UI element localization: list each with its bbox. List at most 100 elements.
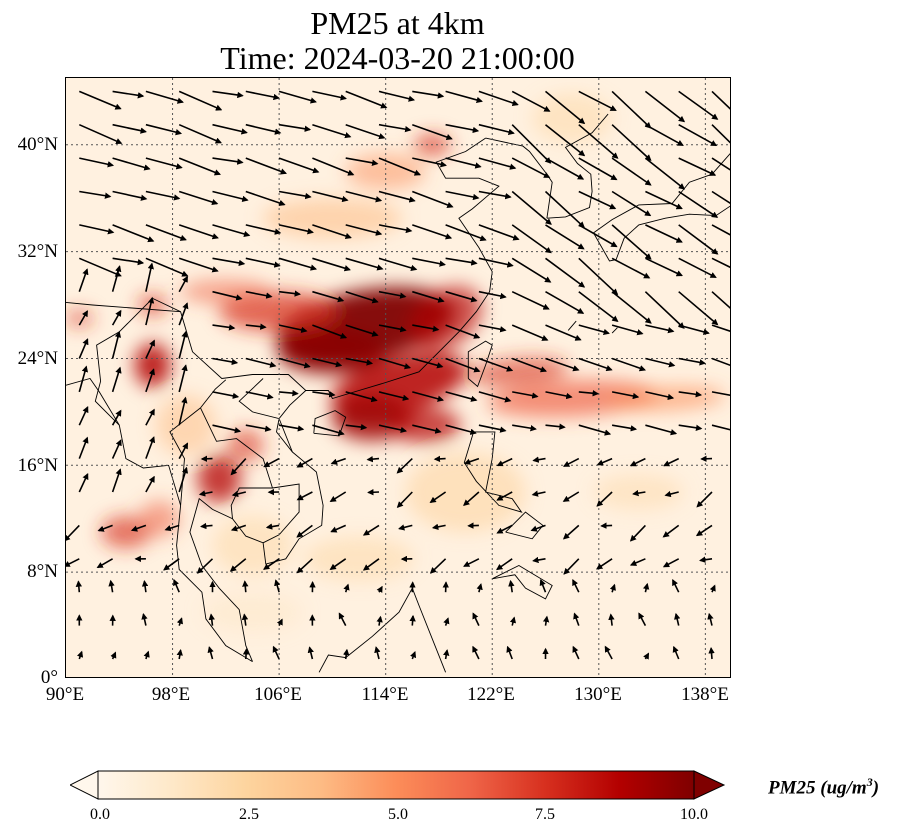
wind-vector	[632, 489, 646, 497]
wind-vector	[496, 457, 513, 467]
wind-vector	[307, 646, 314, 660]
wind-vector	[629, 524, 646, 542]
wind-vector	[645, 357, 676, 368]
wind-vector	[75, 580, 83, 593]
pm25-blob	[212, 515, 293, 576]
pm25-blob	[345, 153, 426, 190]
wind-vector	[412, 324, 440, 332]
wind-vector	[645, 391, 675, 401]
wind-vector	[678, 324, 710, 335]
colorbar-tick-label: 2.5	[239, 806, 259, 823]
lon-tick-label: 106°E	[254, 684, 302, 705]
wind-vector	[312, 324, 348, 339]
wind-vector	[231, 490, 246, 498]
wind-vector	[708, 647, 715, 660]
wind-vector	[378, 190, 416, 203]
coastline-border	[262, 483, 300, 544]
wind-vector	[542, 615, 550, 626]
wind-vector	[278, 357, 311, 369]
wind-vector	[562, 491, 580, 502]
wind-vector	[711, 190, 730, 204]
wind-vector	[398, 524, 413, 531]
wind-vector	[198, 490, 213, 497]
colorbar-tick-label: 10.0	[680, 806, 708, 823]
wind-vector	[296, 491, 313, 501]
wind-vector	[711, 391, 730, 397]
wind-vector	[463, 558, 480, 567]
wind-vector	[672, 578, 680, 593]
wind-vector	[645, 190, 683, 210]
wind-vector	[512, 391, 539, 399]
wind-vector	[378, 391, 410, 401]
wind-vector	[445, 123, 480, 134]
wind-vector	[230, 524, 247, 532]
wind-vector	[511, 157, 551, 179]
wind-vector	[178, 224, 219, 240]
wind-vector	[611, 90, 652, 129]
wind-vector	[245, 90, 280, 101]
wind-vector	[604, 645, 613, 660]
wind-vector	[329, 558, 347, 571]
wind-vector	[278, 324, 308, 334]
wind-vector	[611, 424, 638, 432]
wind-vector	[245, 323, 267, 330]
wind-vector	[476, 583, 483, 593]
wind-vector	[378, 424, 408, 434]
wind-vector	[178, 396, 188, 426]
wind-vector	[445, 424, 477, 435]
wind-vector	[572, 645, 580, 660]
wind-vector	[412, 224, 453, 240]
wind-vector	[330, 457, 346, 465]
wind-vector	[378, 157, 421, 176]
wind-vector	[611, 324, 644, 336]
wind-vector	[672, 645, 680, 660]
wind-vector	[412, 157, 447, 168]
wind-vector	[578, 257, 619, 296]
wind-vector	[245, 123, 282, 135]
wind-vector	[143, 650, 150, 660]
wind-vector	[478, 123, 515, 136]
wind-vector	[279, 389, 299, 397]
wind-vector	[245, 424, 272, 432]
wind-vector	[409, 614, 416, 626]
wind-vector	[711, 257, 730, 269]
wind-vector	[707, 612, 714, 626]
wind-vector	[445, 90, 483, 104]
wind-vector	[112, 257, 145, 266]
wind-vector	[130, 524, 147, 532]
wind-vector	[111, 468, 122, 493]
colorbar-tick-label: 5.0	[388, 806, 408, 823]
wind-vector	[78, 436, 89, 459]
map-title: PM25 at 4km	[310, 5, 485, 41]
wind-vector	[429, 491, 447, 504]
wind-vector	[212, 257, 246, 267]
coastline-border	[467, 340, 493, 388]
wind-vector	[596, 457, 613, 466]
pm25-blob	[197, 454, 242, 503]
wind-vector	[272, 645, 280, 660]
wind-vector	[378, 290, 407, 299]
wind-vector	[78, 310, 88, 326]
wind-vector	[110, 651, 117, 660]
coastline-border	[66, 301, 181, 313]
lat-tick-label: 8°N	[27, 561, 58, 582]
wind-vector	[545, 291, 585, 314]
wind-vector	[296, 558, 313, 574]
wind-vector	[711, 224, 730, 236]
wind-vector	[696, 491, 713, 508]
wind-vector	[472, 645, 480, 660]
wind-vector	[396, 491, 413, 509]
wind-vector	[578, 224, 618, 248]
wind-vector	[296, 457, 313, 468]
wind-vector	[578, 390, 599, 397]
wind-vector	[711, 424, 730, 431]
wind-vector	[145, 257, 189, 277]
colorbar-ramp	[97, 770, 695, 800]
wind-vector	[443, 649, 450, 660]
wind-vector	[678, 424, 703, 431]
wind-vector	[263, 558, 280, 570]
wind-vector	[545, 257, 586, 288]
wind-vector	[578, 190, 617, 210]
wind-vector	[478, 224, 520, 241]
wind-vector	[145, 190, 181, 201]
